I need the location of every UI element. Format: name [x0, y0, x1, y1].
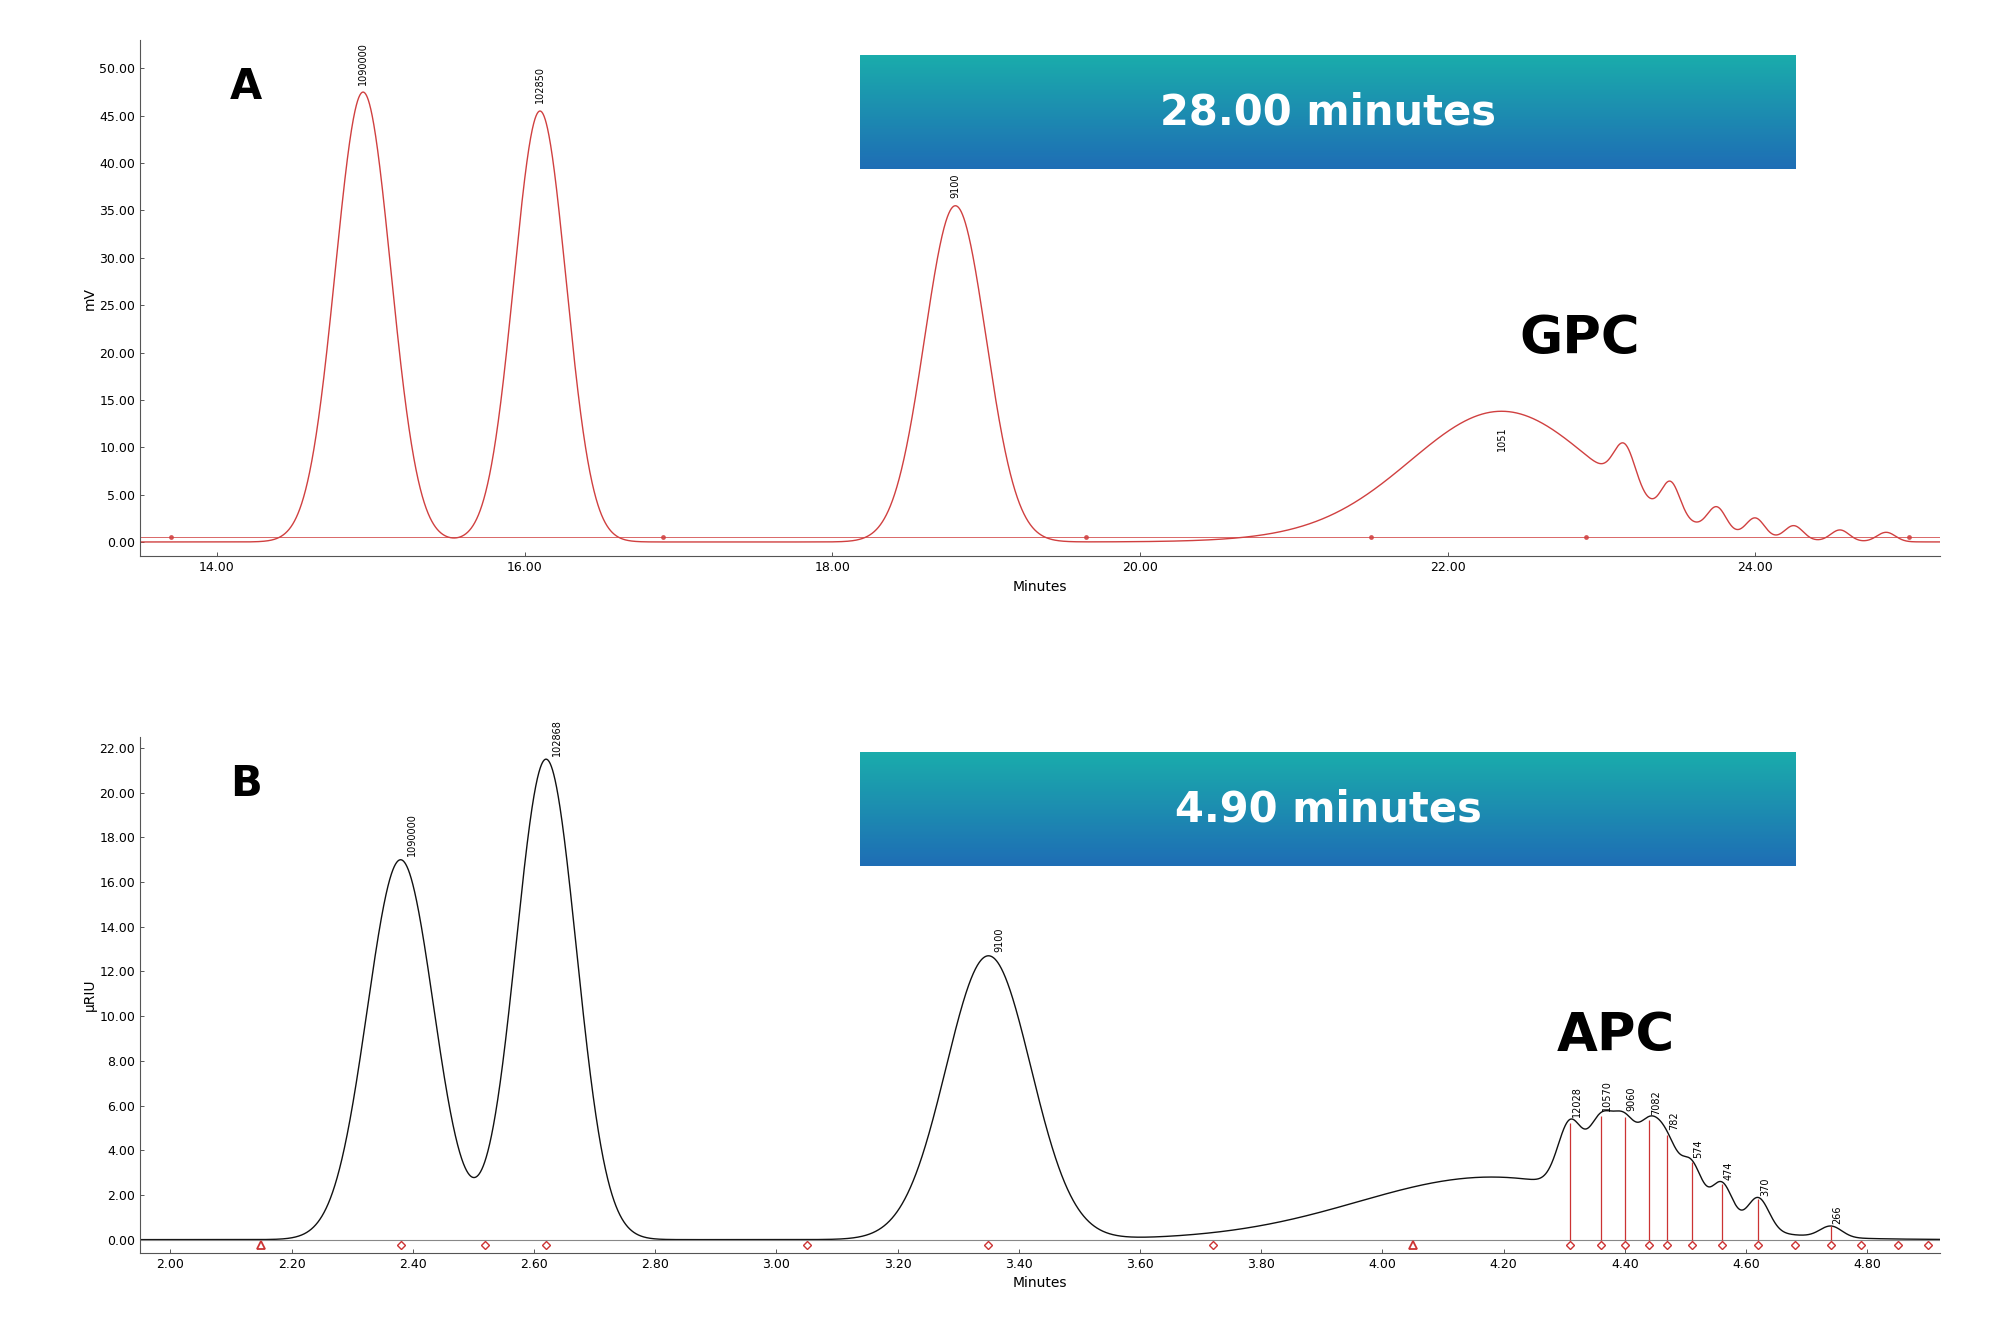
Text: 574: 574: [1694, 1140, 1704, 1158]
Y-axis label: μRIU: μRIU: [82, 978, 96, 1012]
Text: 9060: 9060: [1626, 1086, 1636, 1110]
Text: 9100: 9100: [950, 173, 960, 199]
Text: A: A: [230, 65, 262, 108]
Text: GPC: GPC: [1520, 313, 1640, 365]
X-axis label: Minutes: Minutes: [1012, 1277, 1068, 1290]
Text: 9100: 9100: [994, 928, 1004, 953]
Text: 1090000: 1090000: [406, 813, 416, 856]
X-axis label: Minutes: Minutes: [1012, 580, 1068, 593]
Text: 10570: 10570: [1602, 1080, 1612, 1110]
Text: B: B: [230, 762, 262, 805]
Text: 102850: 102850: [536, 67, 544, 104]
Text: 474: 474: [1724, 1161, 1734, 1180]
Text: 266: 266: [1832, 1206, 1842, 1224]
Y-axis label: mV: mV: [82, 287, 96, 309]
Text: 7082: 7082: [1650, 1090, 1660, 1114]
Text: 782: 782: [1670, 1112, 1680, 1130]
Text: APC: APC: [1556, 1010, 1676, 1062]
Text: 370: 370: [1760, 1177, 1770, 1196]
Text: 1051: 1051: [1496, 427, 1506, 451]
Text: 102868: 102868: [552, 718, 562, 756]
Text: 12028: 12028: [1572, 1086, 1582, 1117]
Text: 1090000: 1090000: [358, 41, 368, 84]
